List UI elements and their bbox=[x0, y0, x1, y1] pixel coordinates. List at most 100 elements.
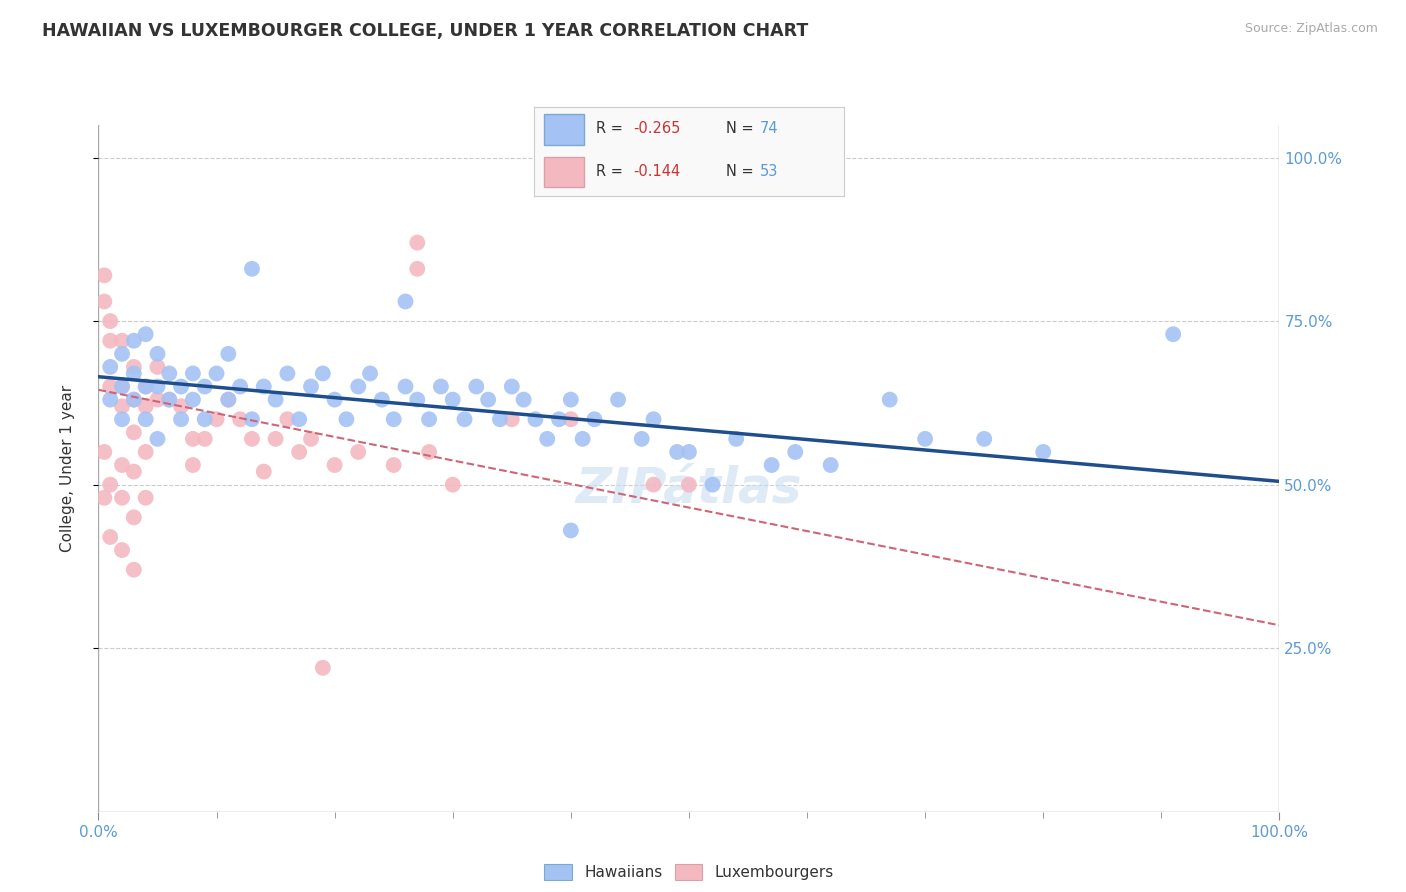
Point bbox=[111, 458, 134, 472]
Point bbox=[820, 458, 842, 472]
Point bbox=[181, 458, 204, 472]
Point bbox=[146, 359, 169, 374]
Point bbox=[299, 379, 322, 393]
Point bbox=[135, 491, 157, 505]
Point bbox=[111, 334, 134, 348]
Point bbox=[217, 392, 239, 407]
Point bbox=[1161, 327, 1184, 342]
Point bbox=[135, 379, 157, 393]
Point bbox=[571, 432, 593, 446]
Point bbox=[229, 379, 252, 393]
Point bbox=[217, 392, 239, 407]
Point bbox=[98, 334, 121, 348]
Point bbox=[98, 392, 121, 407]
Point bbox=[288, 412, 311, 426]
Legend: Hawaiians, Luxembourgers: Hawaiians, Luxembourgers bbox=[538, 858, 839, 887]
Point bbox=[146, 432, 169, 446]
Point bbox=[560, 524, 582, 538]
Point bbox=[548, 412, 571, 426]
Point bbox=[335, 412, 357, 426]
Text: HAWAIIAN VS LUXEMBOURGER COLLEGE, UNDER 1 YEAR CORRELATION CHART: HAWAIIAN VS LUXEMBOURGER COLLEGE, UNDER … bbox=[42, 22, 808, 40]
Point bbox=[111, 399, 134, 413]
Point bbox=[607, 392, 630, 407]
Point bbox=[430, 379, 453, 393]
Point bbox=[122, 425, 145, 440]
Point bbox=[406, 261, 429, 276]
Point bbox=[630, 432, 652, 446]
Point bbox=[678, 445, 700, 459]
Point bbox=[477, 392, 499, 407]
Point bbox=[146, 392, 169, 407]
Point bbox=[276, 367, 298, 381]
Point bbox=[93, 445, 115, 459]
Point bbox=[135, 379, 157, 393]
Point bbox=[111, 347, 134, 361]
Point bbox=[312, 661, 335, 675]
Point bbox=[122, 334, 145, 348]
Bar bbox=[544, 114, 583, 145]
Point bbox=[93, 491, 115, 505]
Point bbox=[761, 458, 783, 472]
Point bbox=[98, 359, 121, 374]
Point bbox=[501, 412, 523, 426]
Point bbox=[122, 465, 145, 479]
Point bbox=[111, 379, 134, 393]
Point bbox=[512, 392, 534, 407]
Point bbox=[205, 367, 228, 381]
Point bbox=[194, 412, 217, 426]
Point bbox=[264, 432, 287, 446]
Point bbox=[98, 314, 121, 328]
Text: N =: N = bbox=[725, 164, 758, 179]
Point bbox=[98, 477, 121, 491]
Point bbox=[501, 379, 523, 393]
Point bbox=[879, 392, 901, 407]
Point bbox=[418, 445, 440, 459]
Text: 74: 74 bbox=[761, 121, 779, 136]
Point bbox=[157, 392, 180, 407]
Point bbox=[264, 392, 287, 407]
Point bbox=[93, 268, 115, 283]
Point bbox=[489, 412, 512, 426]
Point bbox=[122, 392, 145, 407]
Point bbox=[181, 432, 204, 446]
Point bbox=[240, 412, 263, 426]
Point bbox=[135, 412, 157, 426]
Point bbox=[111, 491, 134, 505]
Point bbox=[181, 367, 204, 381]
Point bbox=[205, 412, 228, 426]
Text: -0.265: -0.265 bbox=[633, 121, 681, 136]
Point bbox=[170, 412, 193, 426]
Point bbox=[253, 465, 276, 479]
Point bbox=[524, 412, 547, 426]
Point bbox=[111, 543, 134, 558]
Point bbox=[406, 235, 429, 250]
Point bbox=[229, 412, 252, 426]
Point bbox=[157, 392, 180, 407]
Text: -0.144: -0.144 bbox=[633, 164, 681, 179]
Point bbox=[441, 477, 464, 491]
Point bbox=[347, 445, 370, 459]
Point bbox=[441, 392, 464, 407]
Point bbox=[122, 563, 145, 577]
Point bbox=[643, 412, 665, 426]
Point bbox=[240, 432, 263, 446]
Point bbox=[323, 392, 346, 407]
Text: R =: R = bbox=[596, 121, 627, 136]
Text: Source: ZipAtlas.com: Source: ZipAtlas.com bbox=[1244, 22, 1378, 36]
Point bbox=[382, 412, 405, 426]
Point bbox=[122, 359, 145, 374]
Point bbox=[914, 432, 936, 446]
Point bbox=[382, 458, 405, 472]
Point bbox=[973, 432, 995, 446]
Point bbox=[111, 412, 134, 426]
Point bbox=[135, 445, 157, 459]
Text: R =: R = bbox=[596, 164, 627, 179]
Point bbox=[312, 367, 335, 381]
Point bbox=[98, 530, 121, 544]
Point bbox=[394, 379, 416, 393]
Point bbox=[678, 477, 700, 491]
Point bbox=[453, 412, 475, 426]
Point bbox=[299, 432, 322, 446]
Point bbox=[394, 294, 416, 309]
Point bbox=[406, 392, 429, 407]
